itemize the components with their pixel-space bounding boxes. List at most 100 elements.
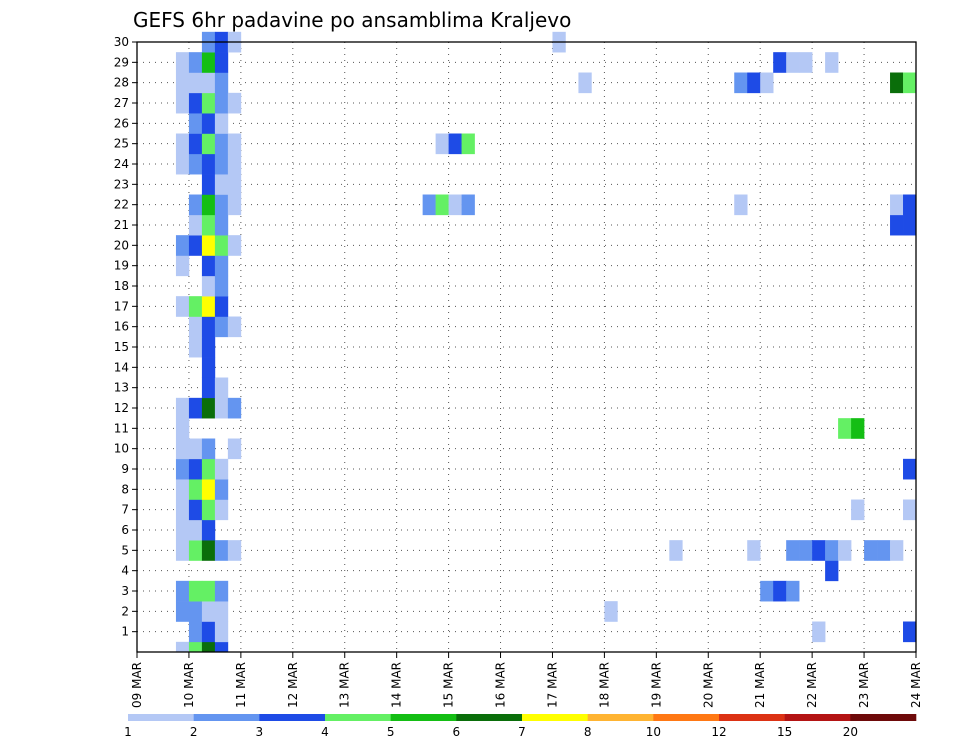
heatmap-cell <box>851 418 865 439</box>
heatmap-cell <box>227 153 242 175</box>
heatmap-cell <box>201 519 216 541</box>
heatmap-cell <box>175 499 190 521</box>
x-tick-label: 12 MAR <box>286 662 300 708</box>
heatmap-cell <box>188 540 203 561</box>
heatmap-cell <box>201 397 216 419</box>
heatmap-cell <box>786 540 800 561</box>
legend-label: 10 <box>646 725 661 739</box>
heatmap-cell <box>201 540 216 561</box>
x-tick-label: 13 MAR <box>338 662 352 708</box>
heatmap-cell <box>903 621 917 643</box>
heatmap-cell <box>188 479 203 500</box>
heatmap-cell <box>214 174 229 195</box>
heatmap-cell <box>201 92 216 114</box>
heatmap-cell <box>175 479 190 500</box>
heatmap-cell <box>201 296 216 317</box>
heatmap-cell <box>604 601 618 622</box>
heatmap-cell <box>175 519 190 541</box>
heatmap-cell <box>214 316 229 338</box>
heatmap-cell <box>201 235 216 256</box>
y-tick-label: 21 <box>114 218 129 232</box>
heatmap-cell <box>890 214 904 236</box>
heatmap-cell <box>214 601 229 622</box>
x-tick-label: 15 MAR <box>442 662 456 708</box>
heatmap-cell <box>890 72 904 94</box>
x-tick-label: 24 MAR <box>909 662 923 708</box>
heatmap-cell <box>201 458 216 480</box>
legend-label: 7 <box>518 725 526 739</box>
heatmap-cell <box>201 72 216 94</box>
heatmap-cell <box>435 133 449 155</box>
legend-label: 3 <box>256 725 264 739</box>
heatmap-cell <box>201 621 216 643</box>
heatmap-cell <box>448 194 462 216</box>
y-tick-label: 20 <box>114 238 129 252</box>
x-tick-label: 10 MAR <box>182 662 196 708</box>
heatmap-cell <box>201 377 216 399</box>
heatmap-cell <box>214 499 229 521</box>
legend-label: 2 <box>190 725 198 739</box>
heatmap-cell <box>214 621 229 643</box>
heatmap-cell <box>760 72 774 94</box>
heatmap-cell <box>188 72 203 94</box>
heatmap-cell <box>175 133 190 155</box>
heatmap-cell <box>461 194 475 216</box>
heatmap-cell <box>903 72 917 94</box>
heatmap-cell <box>734 72 748 94</box>
heatmap-cell <box>175 397 190 419</box>
heatmap-cell <box>175 52 190 73</box>
legend-label: 6 <box>453 725 461 739</box>
heatmap-cell <box>175 418 190 439</box>
color-legend: 1 2 3 4 5 6 7 8 10 12 15 20 <box>124 714 917 739</box>
heatmap-cell <box>201 174 216 195</box>
heatmap-cell <box>188 438 203 460</box>
y-tick-label: 24 <box>114 157 129 171</box>
y-axis-ticks: 1234567891011121314151617181920212223242… <box>114 35 137 639</box>
heatmap-cells <box>175 31 917 653</box>
legend-swatch <box>587 714 654 721</box>
heatmap-cell <box>734 194 748 216</box>
y-tick-label: 17 <box>114 299 129 313</box>
heatmap-cell <box>188 621 203 643</box>
heatmap-cell <box>201 601 216 622</box>
y-tick-label: 13 <box>114 381 129 395</box>
heatmap-cell <box>578 72 592 94</box>
heatmap-cell <box>188 235 203 256</box>
heatmap-cell <box>214 235 229 256</box>
heatmap-cell <box>214 275 229 297</box>
heatmap-cell <box>188 336 203 358</box>
x-tick-label: 23 MAR <box>857 662 871 708</box>
heatmap-cell <box>188 133 203 155</box>
heatmap-cell <box>175 255 190 277</box>
y-tick-label: 15 <box>114 340 129 354</box>
heatmap-cell <box>175 580 190 602</box>
y-tick-label: 12 <box>114 401 129 415</box>
heatmap-cell <box>201 357 216 378</box>
heatmap-cell <box>188 458 203 480</box>
heatmap-cell <box>838 418 852 439</box>
heatmap-cell <box>175 153 190 175</box>
heatmap-cell <box>435 194 449 216</box>
x-tick-label: 21 MAR <box>753 662 767 708</box>
heatmap-cell <box>227 438 242 460</box>
legend-swatch <box>128 714 194 721</box>
heatmap-cell <box>214 580 229 602</box>
y-tick-label: 3 <box>121 584 129 598</box>
heatmap-cell <box>799 52 813 73</box>
heatmap-cell <box>175 235 190 256</box>
y-tick-label: 4 <box>121 564 129 578</box>
heatmap-cell <box>175 458 190 480</box>
heatmap-cell <box>201 133 216 155</box>
heatmap-cell <box>201 153 216 175</box>
heatmap-cell <box>227 174 242 195</box>
heatmap-cell <box>214 214 229 236</box>
heatmap-cell <box>188 194 203 216</box>
heatmap-cell <box>812 621 826 643</box>
x-tick-label: 18 MAR <box>597 662 611 708</box>
heatmap-cell <box>773 52 787 73</box>
y-tick-label: 28 <box>114 76 129 90</box>
y-tick-label: 9 <box>121 462 129 476</box>
heatmap-cell <box>461 133 475 155</box>
heatmap-cell <box>903 194 917 216</box>
